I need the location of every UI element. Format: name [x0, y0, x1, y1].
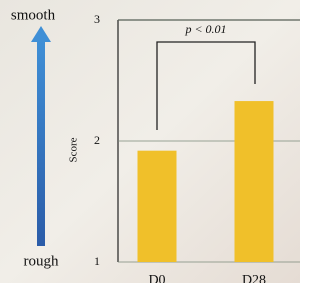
- p-value: p < 0.01: [184, 22, 226, 36]
- y-axis-label: Score: [68, 137, 80, 162]
- chart: smooth rough Score p < 0.01 1 2 3 D0 D28: [0, 0, 300, 283]
- x-tick-label: D28: [242, 273, 266, 283]
- x-tick-label: D0: [148, 273, 165, 283]
- y-tick-label: 3: [94, 12, 100, 26]
- bar: [138, 151, 177, 262]
- y-tick-label: 1: [94, 254, 100, 268]
- arrow-top-label: smooth: [11, 7, 56, 23]
- bar: [235, 101, 274, 262]
- arrow-bottom-label: rough: [24, 253, 59, 269]
- scale-arrow-shaft: [37, 40, 45, 246]
- y-tick-label: 2: [94, 133, 100, 147]
